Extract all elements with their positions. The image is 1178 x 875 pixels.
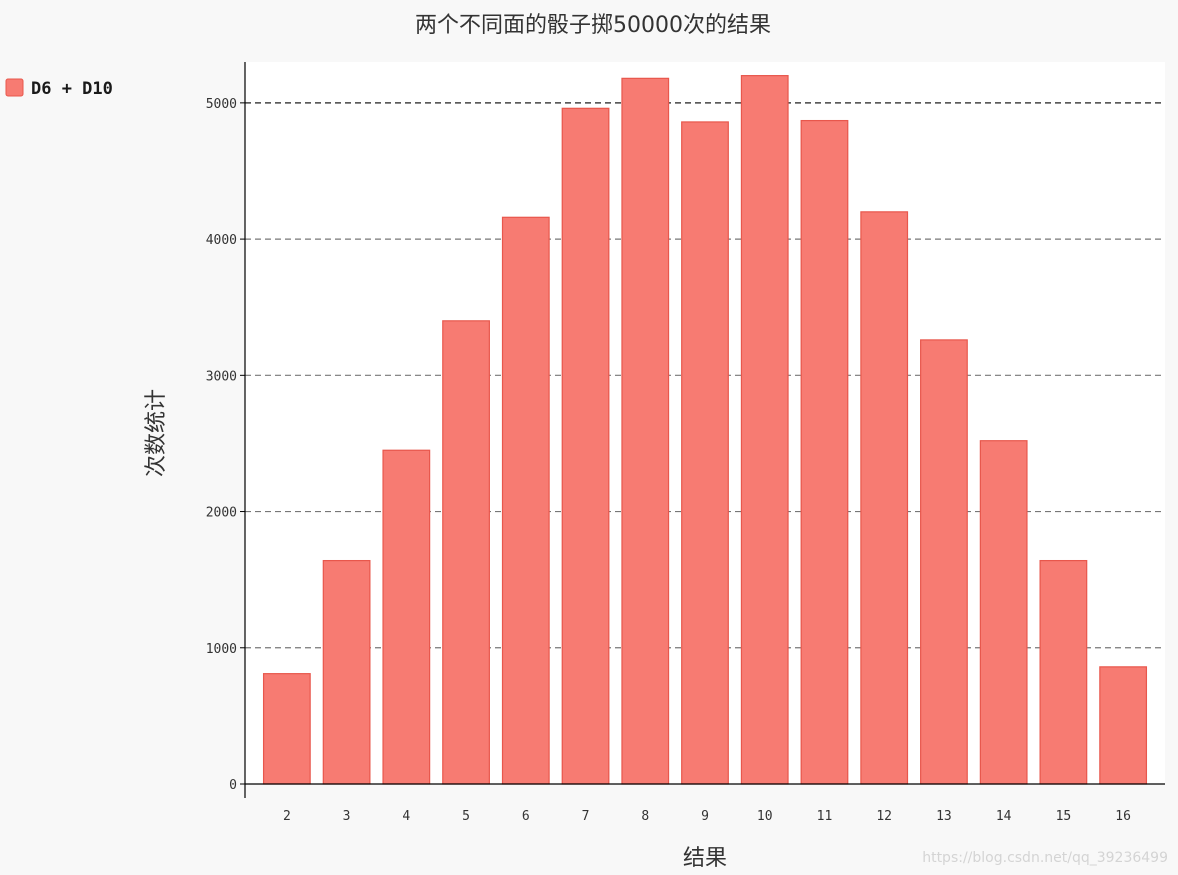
x-tick-label: 13 xyxy=(936,809,952,824)
legend: D6 + D10 xyxy=(5,78,113,99)
y-tick-label: 0 xyxy=(229,778,237,793)
y-tick-label: 3000 xyxy=(206,369,237,384)
bar-2 xyxy=(262,673,311,785)
x-tick-label: 14 xyxy=(996,809,1012,824)
legend-label: D6 + D10 xyxy=(31,79,113,99)
legend-swatch xyxy=(5,78,24,97)
bar-4 xyxy=(382,449,431,785)
x-tick-label: 4 xyxy=(402,809,410,824)
bar-11 xyxy=(800,119,849,785)
y-tick-label: 5000 xyxy=(206,97,237,112)
bar-5 xyxy=(442,320,490,785)
y-tick-label: 2000 xyxy=(206,506,237,521)
chart-title: 两个不同面的骰子掷50000次的结果 xyxy=(415,13,771,38)
bar-8 xyxy=(621,77,670,785)
x-tick-label: 5 xyxy=(462,809,470,824)
bar-15 xyxy=(1039,559,1088,785)
x-tick-label: 16 xyxy=(1115,809,1131,824)
x-tick-label: 6 xyxy=(522,809,530,824)
y-tick-label: 1000 xyxy=(206,642,237,657)
bar-7 xyxy=(561,107,610,785)
bar-14 xyxy=(979,440,1028,785)
x-tick-labels: 2 3 4 5 6 7 8 9 10 11 12 13 14 15 16 xyxy=(283,809,1131,824)
bar-6 xyxy=(501,216,550,785)
bar-10 xyxy=(740,75,789,785)
x-tick-label: 12 xyxy=(876,809,892,824)
x-axis-title: 结果 xyxy=(683,846,727,871)
x-tick-label: 10 xyxy=(757,809,773,824)
x-tick-label: 9 xyxy=(701,809,709,824)
y-axis-title: 次数统计 xyxy=(144,389,169,477)
bar-16 xyxy=(1099,666,1148,785)
bar-9 xyxy=(681,121,729,785)
watermark: https://blog.csdn.net/qq_39236499 xyxy=(922,850,1168,866)
x-tick-label: 15 xyxy=(1056,809,1072,824)
bar-3 xyxy=(322,559,371,785)
y-tick-label: 4000 xyxy=(206,233,237,248)
x-tick-label: 8 xyxy=(641,809,649,824)
y-tick-labels: 0 1000 2000 3000 4000 5000 xyxy=(206,97,245,793)
x-tick-label: 3 xyxy=(343,809,351,824)
x-tick-label: 2 xyxy=(283,809,291,824)
bar-12 xyxy=(860,211,909,785)
x-tick-label: 7 xyxy=(582,809,590,824)
bar-13 xyxy=(920,339,968,785)
bars xyxy=(262,75,1148,785)
x-tick-label: 11 xyxy=(817,809,833,824)
